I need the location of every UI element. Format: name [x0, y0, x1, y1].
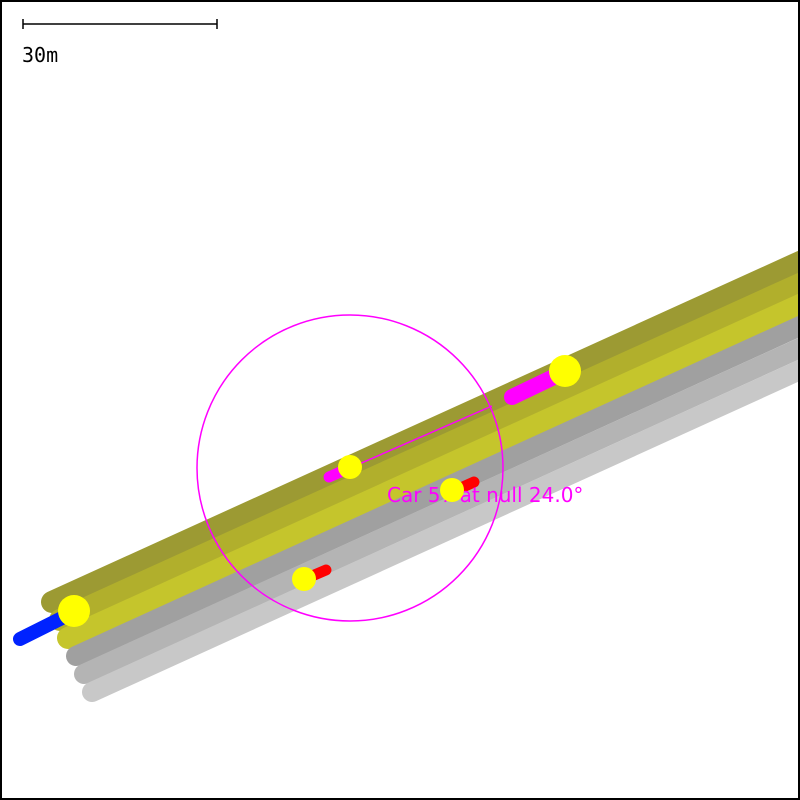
- lanes-group: [41, 250, 798, 702]
- car-blue[interactable]: [13, 595, 90, 646]
- scale-bar: 30m: [22, 19, 218, 67]
- car-magenta-selected-marker: [338, 455, 362, 479]
- lane-3: [57, 293, 798, 649]
- car-magenta-selected[interactable]: [323, 455, 362, 483]
- lane-2: [49, 272, 798, 631]
- lane-6: [82, 359, 798, 702]
- lane-5: [74, 337, 798, 684]
- selection-link-line: [349, 405, 493, 469]
- car-red-lower-marker: [292, 567, 316, 591]
- lane-1: [41, 250, 798, 613]
- car-red-middle-marker: [440, 478, 464, 502]
- selected-car-label: Car 57 at null 24.0°: [387, 483, 583, 507]
- car-magenta-front[interactable]: [504, 355, 581, 405]
- scale-bar-label: 30m: [22, 43, 58, 67]
- selection-indicator: [196, 314, 504, 622]
- car-blue-marker: [58, 595, 90, 627]
- selection-circle: [196, 314, 504, 622]
- car-magenta-front-marker: [549, 355, 581, 387]
- car-red-lower[interactable]: [292, 564, 332, 591]
